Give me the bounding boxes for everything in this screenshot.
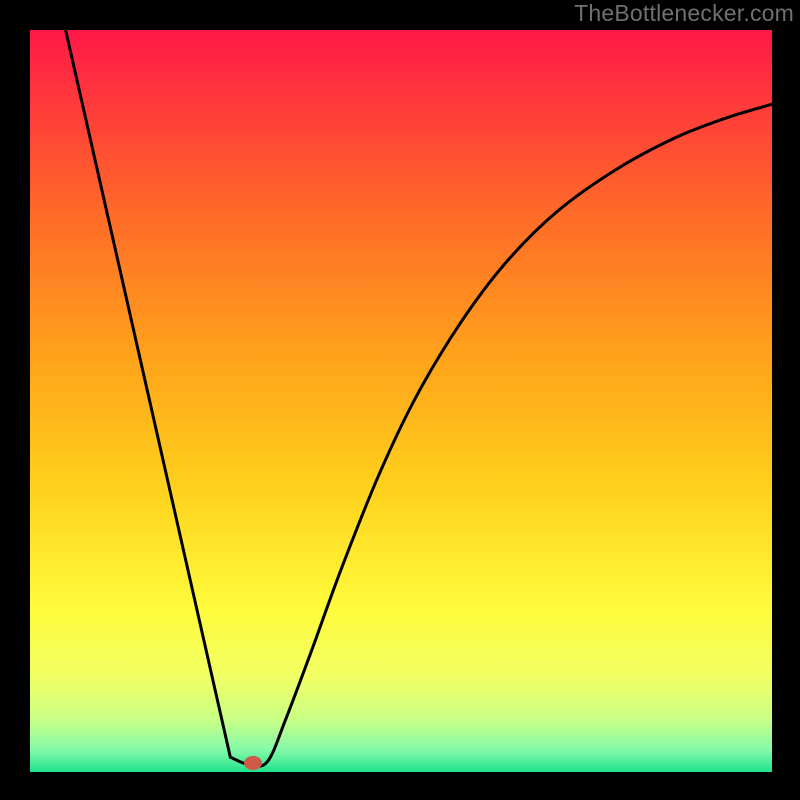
plot-area bbox=[30, 30, 772, 772]
frame-bottom bbox=[0, 770, 800, 800]
chart-stage: TheBottlenecker.com bbox=[0, 0, 800, 800]
frame-left bbox=[0, 0, 30, 800]
curve-layer bbox=[30, 30, 772, 772]
attribution-label: TheBottlenecker.com bbox=[574, 0, 794, 27]
optimum-marker bbox=[244, 756, 262, 770]
curve-right-segment bbox=[230, 104, 772, 766]
curve-left-segment bbox=[66, 30, 231, 757]
frame-right bbox=[770, 0, 800, 800]
